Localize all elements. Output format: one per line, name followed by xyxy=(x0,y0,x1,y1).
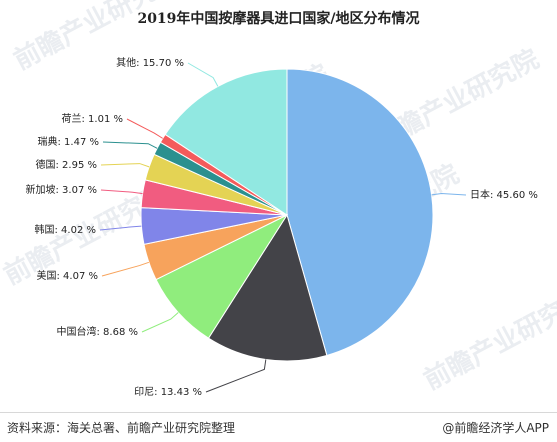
data-label-2: 印尼: 13.43 % xyxy=(134,386,202,398)
leader-line-10 xyxy=(187,62,219,87)
chart-title: 2019年中国按摩器具进口国家/地区分布情况 xyxy=(137,11,420,27)
credit-note: @前瞻经济学人APP xyxy=(442,421,549,435)
pie-slice-2 xyxy=(207,213,328,362)
leader-line-7 xyxy=(100,163,150,168)
leader-line-6 xyxy=(100,189,143,195)
leader-line-5 xyxy=(99,225,142,231)
leader-line-1 xyxy=(431,193,467,196)
data-label-10: 其他: 15.70 % xyxy=(116,56,184,69)
data-label-1: 日本: 45.60 % xyxy=(470,188,538,201)
leader-line-9 xyxy=(126,118,163,139)
data-label-4: 美国: 4.07 % xyxy=(37,269,99,282)
leader-lines xyxy=(99,62,467,393)
data-label-8: 瑞典: 1.47 % xyxy=(38,135,100,148)
pie-slice-1 xyxy=(286,68,434,357)
data-labels: 日本: 45.60 % 印尼: 13.43 % 中国台湾: 8.68 % 美国: 4.… xyxy=(26,56,538,398)
source-note: 资料来源：海关总署、前瞻产业研究院整理 xyxy=(7,421,236,435)
leader-line-2 xyxy=(205,359,267,393)
leader-line-3 xyxy=(141,312,179,333)
data-label-3: 中国台湾: 8.68 % xyxy=(57,325,139,338)
leader-line-8 xyxy=(102,141,158,149)
data-label-6: 新加坡: 3.07 % xyxy=(26,183,98,196)
watermark-text: 前瞻产业研究院 xyxy=(419,283,557,396)
leader-line-4 xyxy=(101,261,150,277)
pie-slice-10 xyxy=(164,68,288,216)
footer-divider xyxy=(0,412,557,413)
data-label-5: 韩国: 4.02 % xyxy=(35,223,97,236)
data-label-9: 荷兰: 1.01 % xyxy=(62,112,124,125)
data-label-7: 德国: 2.95 % xyxy=(36,158,98,171)
pie-slices xyxy=(140,68,434,362)
